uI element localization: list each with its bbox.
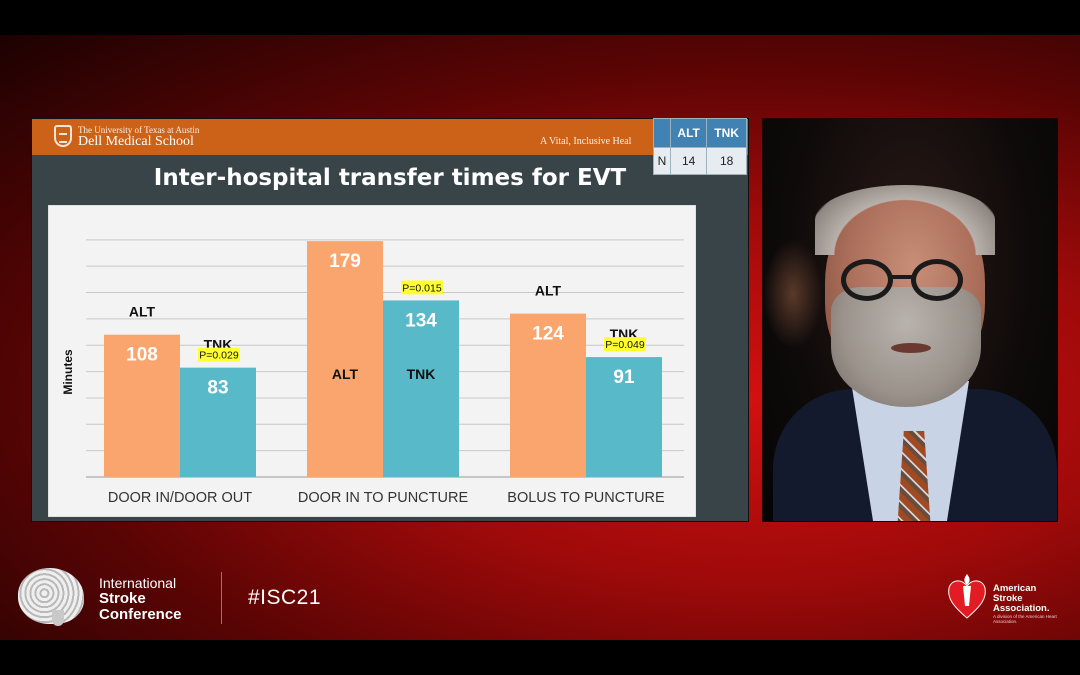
aha-subtitle: A division of the American Heart Associa… — [993, 614, 1057, 624]
bar-chart: Minutes 108 ALT 83 TNK P=0.029 DOOR IN/DOOR OU… — [48, 205, 696, 517]
event-name-line3: Conference — [99, 606, 182, 623]
bar-tnk — [383, 300, 459, 477]
slide-header: The University of Texas at Austin Dell M… — [32, 119, 748, 155]
brain-icon — [18, 568, 84, 624]
sample-size-table: ALT TNK N 14 18 — [653, 118, 747, 175]
series-label: ALT — [332, 366, 359, 382]
series-label: ALT — [129, 304, 156, 320]
p-value-label: P=0.029 — [199, 350, 239, 362]
brain-stem-icon — [52, 610, 64, 626]
table-cell: 18 — [706, 147, 747, 175]
table-cell: 14 — [669, 147, 708, 175]
aha-name: American Stroke Association. — [993, 583, 1050, 614]
y-axis-label: Minutes — [61, 349, 75, 395]
p-value-highlight — [401, 280, 443, 295]
bar-alt — [510, 313, 586, 477]
table-header-cell — [653, 118, 671, 148]
table-cell: N — [653, 147, 671, 175]
aha-heart-torch-icon — [948, 574, 986, 619]
university-name: The University of Texas at Austin — [78, 125, 200, 135]
slide-tagline: A Vital, Inclusive Heal — [540, 136, 632, 147]
data-label: 108 — [126, 345, 158, 366]
p-value-label: P=0.015 — [402, 282, 442, 294]
event-name-line1: International — [99, 575, 177, 591]
glasses-left-lens — [841, 259, 893, 301]
data-label: 124 — [532, 324, 564, 345]
slide-title: Inter-hospital transfer times for EVT — [153, 165, 627, 191]
category-label: DOOR IN TO PUNCTURE — [298, 490, 469, 506]
bar-alt — [307, 241, 383, 477]
data-label: 134 — [405, 310, 437, 331]
presentation-slide: The University of Texas at Austin Dell M… — [31, 118, 749, 522]
p-value-label: P=0.049 — [605, 339, 645, 351]
glasses-right-lens — [911, 259, 963, 301]
data-label: 83 — [207, 378, 228, 399]
p-value-highlight — [604, 337, 646, 352]
speaker-hair — [815, 185, 995, 255]
event-name-line2: Stroke — [99, 590, 146, 607]
category-label: DOOR IN/DOOR OUT — [108, 490, 252, 506]
table-header-cell: ALT — [669, 118, 708, 148]
background-light — [763, 239, 823, 349]
school-name: Dell Medical School — [78, 134, 194, 149]
series-label: ALT — [535, 283, 562, 299]
glasses-bridge — [891, 275, 913, 279]
bar-tnk — [180, 367, 256, 477]
event-hashtag: #ISC21 — [248, 586, 322, 609]
series-label: TNK — [407, 366, 436, 382]
table-header-cell: TNK — [706, 118, 747, 148]
category-label: BOLUS TO PUNCTURE — [507, 490, 665, 506]
ut-shield-icon — [54, 125, 72, 147]
bar-tnk — [586, 357, 662, 477]
speaker-mouth — [891, 343, 931, 353]
data-label: 179 — [329, 251, 361, 272]
speaker-video — [762, 118, 1058, 522]
data-label: 91 — [613, 367, 635, 388]
branding-divider — [221, 572, 222, 624]
p-value-highlight — [198, 347, 240, 362]
bar-alt — [104, 334, 180, 477]
